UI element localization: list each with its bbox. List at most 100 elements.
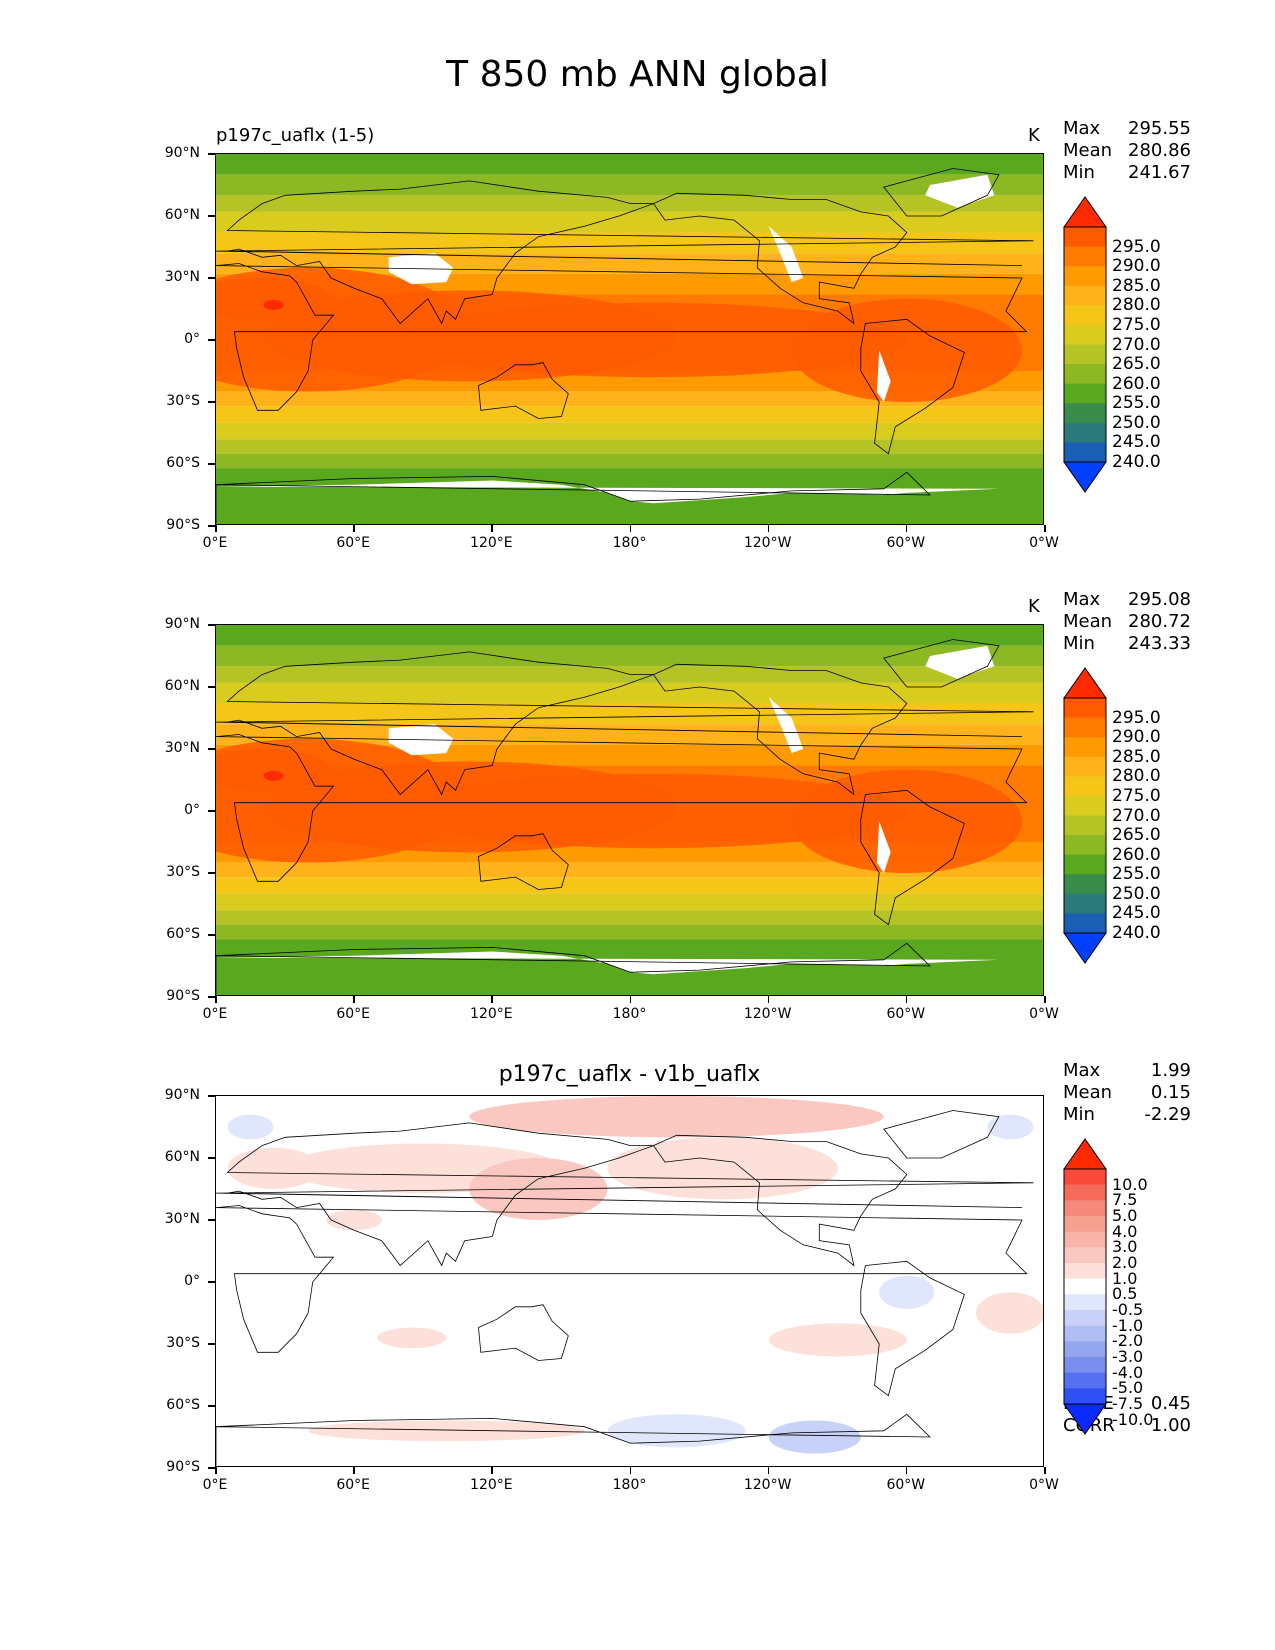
masked-region xyxy=(216,951,999,995)
stat-label: Max xyxy=(1063,589,1101,610)
coastline xyxy=(478,1304,569,1361)
colorbar-extend-min xyxy=(1063,932,1107,964)
lat-tick-mark xyxy=(208,1281,215,1283)
lat-tick-mark xyxy=(208,1219,215,1221)
difference-blob xyxy=(377,1327,447,1349)
colorbar-tick-label: 280.0 xyxy=(1112,295,1161,316)
lon-tick-mark xyxy=(1044,996,1046,1003)
stat-value: 280.86 xyxy=(1128,140,1191,161)
temperature-band xyxy=(216,703,1043,725)
colorbar-segment xyxy=(1064,1278,1106,1295)
lat-tick-label: 90°S xyxy=(166,988,200,1004)
lon-tick-label: 0°E xyxy=(202,1006,228,1022)
masked-region xyxy=(216,480,999,524)
lat-tick-label: 30°S xyxy=(166,864,200,880)
contour-map xyxy=(216,154,1043,524)
temperature-band xyxy=(216,439,1043,454)
colorbar-segment xyxy=(1064,1310,1106,1327)
lat-tick-mark xyxy=(208,215,215,217)
stat-value: 295.08 xyxy=(1128,589,1191,610)
lat-tick-label: 0° xyxy=(184,802,200,818)
lat-tick-mark xyxy=(208,463,215,465)
colorbar-segment xyxy=(1064,815,1106,836)
coastline xyxy=(883,1110,1000,1159)
stat-label: Min xyxy=(1063,1104,1095,1125)
lon-tick-mark xyxy=(767,996,770,1003)
lat-tick-label: 60°S xyxy=(166,926,200,942)
lat-tick-mark xyxy=(208,277,215,279)
stats-box: Max 295.08 Mean 280.72 Min 243.33 xyxy=(1063,589,1191,655)
lat-tick-label: 30°N xyxy=(164,269,200,285)
colorbar-segment xyxy=(1064,698,1106,719)
stat-row: Mean 0.15 xyxy=(1063,1082,1191,1104)
coastline xyxy=(652,1134,908,1267)
stat-label: Max xyxy=(1063,118,1101,139)
warm-pool xyxy=(400,302,907,378)
colorbar-segment xyxy=(1064,1200,1106,1217)
colorbar-frame xyxy=(1063,697,1107,934)
difference-blob xyxy=(975,1292,1043,1334)
colorbar-segment xyxy=(1064,1357,1106,1374)
masked-region xyxy=(768,697,804,754)
temperature-band xyxy=(216,893,1043,911)
lon-tick-mark xyxy=(353,525,355,532)
stat-row: Mean 280.72 xyxy=(1063,611,1191,633)
lon-tick-label: 60°E xyxy=(336,1006,370,1022)
contour-map xyxy=(216,1096,1043,1466)
temperature-band xyxy=(216,877,1043,894)
colorbar-tick-label: -3.0 xyxy=(1112,1347,1144,1366)
lon-tick-label: 0°W xyxy=(1029,535,1059,551)
lat-tick-label: 90°S xyxy=(166,1459,200,1475)
colorbar-segment xyxy=(1064,737,1106,758)
coastline xyxy=(216,1205,1028,1353)
temperature-band xyxy=(216,453,1043,469)
coastline xyxy=(216,942,931,995)
lat-tick-label: 30°N xyxy=(164,740,200,756)
stat-value: 241.67 xyxy=(1128,162,1191,183)
colorbar-tick-label: -5.0 xyxy=(1112,1378,1144,1398)
colorbar-tick-label: 290.0 xyxy=(1112,727,1161,748)
stat-label: Min xyxy=(1063,162,1095,183)
lon-tick-label: 0°W xyxy=(1029,1006,1059,1022)
colorbar-frame xyxy=(1063,1168,1107,1405)
hot-spot xyxy=(263,299,284,310)
lat-tick-label: 90°N xyxy=(164,616,200,632)
colorbar-segment xyxy=(1064,1325,1106,1342)
colorbar-tick-label: 5.0 xyxy=(1112,1206,1138,1225)
colorbar-segment xyxy=(1064,756,1106,777)
colorbar-extend-min xyxy=(1063,461,1107,493)
colorbar-tick-label: 7.5 xyxy=(1112,1190,1138,1210)
coastline xyxy=(216,734,1028,882)
lat-tick-mark xyxy=(208,1343,215,1345)
colorbar-segment xyxy=(1064,266,1106,287)
lat-tick-mark xyxy=(208,401,215,403)
lon-tick-mark xyxy=(905,1467,908,1474)
lon-tick-label: 120°W xyxy=(743,1477,792,1493)
lat-tick-label: 60°N xyxy=(164,207,200,223)
difference-blob xyxy=(768,1323,907,1357)
stats-box: Max 1.99 Mean 0.15 Min -2.29 xyxy=(1063,1060,1191,1126)
map-panel-2 xyxy=(215,624,1044,996)
lon-tick-label: 180° xyxy=(612,1006,647,1022)
colorbar-segment xyxy=(1064,364,1106,385)
colorbar-tick-label: 240.0 xyxy=(1112,923,1161,943)
lat-tick-label: 0° xyxy=(184,1273,200,1289)
panel-title: p197c_uaflx (1-5) xyxy=(216,125,375,146)
stat-row: Max 295.55 xyxy=(1063,118,1191,140)
colorbar-segment xyxy=(1064,795,1106,816)
lon-tick-mark xyxy=(767,525,770,532)
lon-tick-mark xyxy=(905,996,908,1003)
temperature-band xyxy=(216,468,1043,485)
stat-row: Min 241.67 xyxy=(1063,162,1191,184)
colorbar-tick-label: 270.0 xyxy=(1112,334,1161,355)
colorbar-segment xyxy=(1064,227,1106,248)
lon-tick-label: 60°W xyxy=(886,1006,926,1022)
colorbar-tick-label: 285.0 xyxy=(1112,746,1161,767)
lat-tick-label: 60°S xyxy=(166,455,200,471)
colorbar-segment xyxy=(1064,1388,1106,1405)
colorbar-tick-label: -7.5 xyxy=(1112,1394,1144,1413)
lon-tick-mark xyxy=(491,1467,493,1474)
lat-tick-mark xyxy=(208,339,215,341)
map-panel-1 xyxy=(215,153,1044,525)
lon-tick-label: 120°E xyxy=(470,535,513,551)
